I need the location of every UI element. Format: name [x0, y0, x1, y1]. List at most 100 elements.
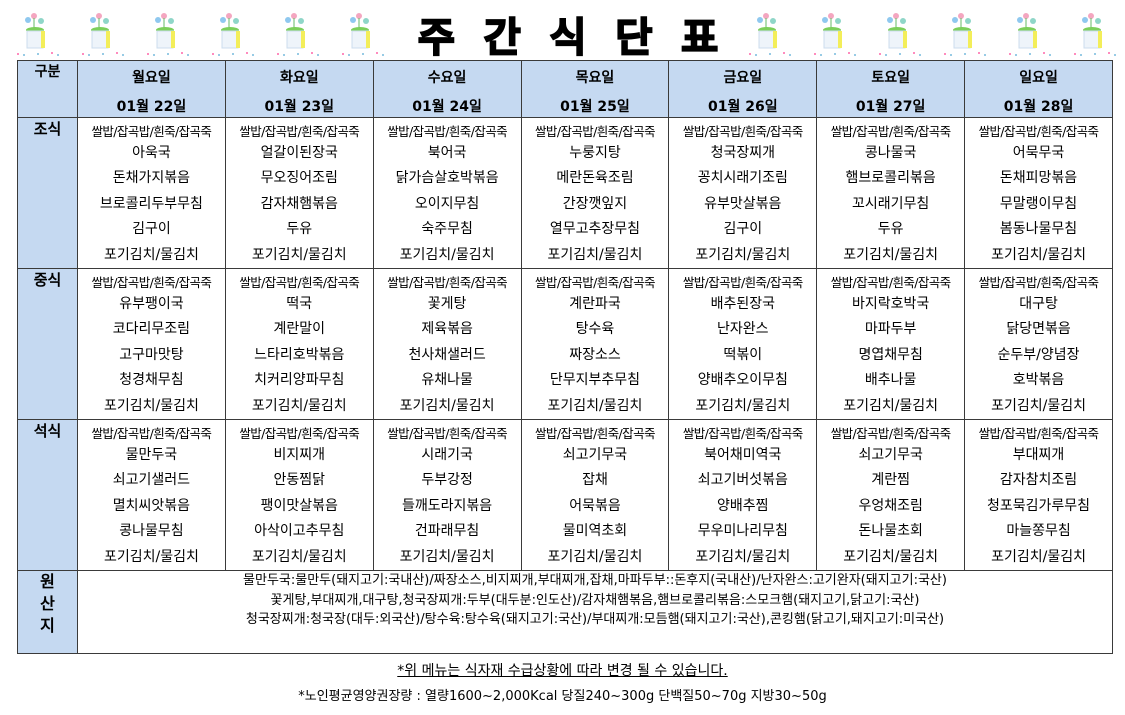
- menu-item: 떡국: [286, 296, 313, 312]
- menu-item: 돈채가지볶음: [112, 170, 191, 187]
- day-name: 월요일: [132, 70, 171, 86]
- menu-item: 고구마맛탕: [119, 346, 184, 363]
- menu-item: 포기김치/물김치: [251, 246, 347, 263]
- menu-item: 포기김치/물김치: [991, 548, 1086, 565]
- day-header: 토요일 01월 27일: [816, 60, 966, 118]
- day-date: 01월 22일: [116, 99, 187, 115]
- menu-item: 누룽지탕: [569, 145, 621, 161]
- menu-item: 들깨도라지볶음: [402, 497, 493, 514]
- menu-item: 포기김치/물김치: [103, 548, 199, 565]
- menu-item: 청국장찌개: [710, 145, 775, 161]
- origin-line: 물만두국:물만두(돼지고기:국내산)/짜장소스,비지찌개,부대찌개,잡채,마파두…: [243, 573, 947, 588]
- menu-item: 김구이: [132, 221, 171, 238]
- day-header: 목요일 01월 25일: [520, 60, 670, 118]
- meal-row-dinner: 석식 쌀밥/잡곡밥/흰죽/잡곡죽 물만두국 쇠고기샐러드 멸치씨앗볶음 콩나물무침 포기김치…: [17, 419, 1113, 571]
- menu-item: 무오징어조림: [260, 170, 338, 187]
- menu-item: 햄브로콜리볶음: [845, 170, 936, 187]
- menu-cell: 쌀밥/잡곡밥/흰죽/잡곡죽 배추된장국 난자완스 떡볶이 양배추오이무침 포기김치/물김치: [668, 268, 818, 420]
- menu-item: 포기김치/물김치: [695, 397, 791, 414]
- flower-pot-icon: [73, 8, 135, 60]
- menu-item: 잡채: [582, 472, 608, 489]
- menu-item: 건파래무침: [414, 523, 480, 540]
- menu-item: 시래기국: [421, 447, 473, 463]
- staple-options: 쌀밥/잡곡밥/흰죽/잡곡죽: [239, 275, 360, 290]
- day-name: 화요일: [279, 70, 319, 86]
- menu-item: 바지락호박국: [852, 296, 930, 312]
- staple-options: 쌀밥/잡곡밥/흰죽/잡곡죽: [682, 275, 803, 290]
- staple-options: 쌀밥/잡곡밥/흰죽/잡곡죽: [830, 275, 951, 290]
- menu-item: 아삭이고추무침: [254, 523, 345, 540]
- menu-item: 포기김치/물김치: [843, 246, 939, 263]
- header-row: 구분 월요일 01월 22일 화요일 01월 23일 수요일 01월 24일 목요일 01월 …: [17, 60, 1113, 118]
- origin-line: 꽃게탕,부대찌개,대구탕,청국장찌개:두부(대두분:인도산)/감자채햄볶음,햄브…: [270, 592, 920, 608]
- day-header: 일요일 01월 28일: [964, 60, 1113, 118]
- menu-item: 꼬시래기무침: [852, 195, 930, 212]
- day-header: 월요일 01월 22일: [77, 60, 226, 118]
- menu-item: 오이지무침: [414, 195, 480, 212]
- menu-change-notice: *위 메뉴는 식자재 수급상황에 따라 변경 될 수 있습니다.: [397, 663, 728, 679]
- staple-options: 쌀밥/잡곡밥/흰죽/잡곡죽: [387, 426, 508, 441]
- menu-item: 두유: [286, 221, 313, 238]
- menu-item: 닭가슴살호박볶음: [395, 170, 499, 187]
- menu-cell: 쌀밥/잡곡밥/흰죽/잡곡죽 어묵무국 돈채피망볶음 무말랭이무침 봄동나물무침 포기김치/…: [964, 117, 1113, 269]
- menu-cell: 쌀밥/잡곡밥/흰죽/잡곡죽 누룽지탕 메란돈육조림 간장깻잎지 열무고추장무침 포기김치/…: [520, 117, 670, 269]
- menu-item: 어묵볶음: [569, 497, 621, 514]
- day-date: 01월 26일: [707, 99, 778, 115]
- menu-item: 배추된장국: [710, 296, 775, 312]
- day-name: 금요일: [723, 70, 763, 86]
- menu-item: 돈나물초회: [858, 523, 923, 540]
- menu-item: 두부강정: [421, 472, 473, 489]
- menu-cell: 쌀밥/잡곡밥/흰죽/잡곡죽 콩나물국 햄브로콜리볶음 꼬시래기무침 두유 포기김치/물김치: [816, 117, 966, 269]
- origin-label-char: 원: [40, 572, 55, 591]
- menu-item: 브로콜리두부무침: [99, 195, 203, 212]
- menu-item: 콩나물국: [864, 145, 917, 161]
- menu-item: 순두부/양념장: [997, 346, 1080, 363]
- menu-item: 포기김치/물김치: [399, 548, 495, 565]
- menu-item: 호박볶음: [1012, 372, 1065, 389]
- flower-pot-icon: [333, 8, 395, 60]
- day-name: 토요일: [871, 70, 910, 86]
- menu-item: 난자완스: [717, 321, 769, 338]
- menu-cell: 쌀밥/잡곡밥/흰죽/잡곡죽 북어국 닭가슴살호박볶음 오이지무침 숙주무침 포기김치/물김…: [372, 117, 522, 269]
- staple-options: 쌀밥/잡곡밥/흰죽/잡곡죽: [830, 124, 951, 139]
- menu-item: 감자참치조림: [999, 472, 1078, 489]
- staple-options: 쌀밥/잡곡밥/흰죽/잡곡죽: [387, 275, 508, 290]
- menu-item: 북어채미역국: [704, 447, 782, 463]
- staple-options: 쌀밥/잡곡밥/흰죽/잡곡죽: [535, 426, 655, 441]
- menu-item: 우엉채조림: [858, 497, 923, 514]
- title-char: 단: [614, 14, 653, 62]
- nutrition-guideline: *노인평균영양권장량 : 열량1600~2,000Kcal 당질240~300g…: [298, 689, 827, 704]
- menu-item: 계란찜: [871, 472, 910, 489]
- menu-item: 청경채무침: [119, 372, 184, 389]
- menu-item: 포기김치/물김치: [547, 246, 643, 263]
- menu-item: 포기김치/물김치: [251, 548, 347, 565]
- menu-cell: 쌀밥/잡곡밥/흰죽/잡곡죽 쇠고기무국 계란찜 우엉채조림 돈나물초회 포기김치/물김치: [816, 419, 966, 571]
- staple-options: 쌀밥/잡곡밥/흰죽/잡곡죽: [535, 275, 655, 290]
- flower-pot-icon: [805, 8, 867, 60]
- menu-cell: 쌀밥/잡곡밥/흰죽/잡곡죽 청국장찌개 꽁치시래기조림 유부맛살볶음 김구이 포기김치/물…: [668, 117, 818, 269]
- menu-item: 유부팽이국: [119, 296, 184, 312]
- staple-options: 쌀밥/잡곡밥/흰죽/잡곡죽: [978, 426, 1099, 441]
- menu-cell: 쌀밥/잡곡밥/흰죽/잡곡죽 꽃게탕 제육볶음 천사채샐러드 유채나물 포기김치/물김치: [372, 268, 522, 420]
- title-char: 간: [483, 14, 522, 62]
- menu-item: 열무고추장무침: [549, 221, 641, 238]
- staple-options: 쌀밥/잡곡밥/흰죽/잡곡죽: [239, 124, 360, 139]
- menu-cell: 쌀밥/잡곡밥/흰죽/잡곡죽 얼갈이된장국 무오징어조림 감자채햄볶음 두유 포기김치/물김…: [224, 117, 374, 269]
- origin-label-char: 지: [40, 616, 55, 635]
- menu-cell: 쌀밥/잡곡밥/흰죽/잡곡죽 떡국 계란말이 느타리호박볶음 치커리양파무침 포기김치/물김…: [224, 268, 374, 420]
- menu-item: 제육볶음: [421, 321, 473, 338]
- menu-item: 멸치씨앗볶음: [112, 497, 191, 514]
- menu-item: 김구이: [723, 221, 763, 238]
- menu-item: 양배추오이무침: [697, 372, 788, 389]
- menu-item: 포기김치/물김치: [695, 246, 791, 263]
- menu-item: 청포묵김가루무침: [987, 497, 1091, 514]
- day-header: 수요일 01월 24일: [372, 60, 522, 118]
- menu-item: 꽃게탕: [427, 296, 467, 312]
- flower-decoration-row: [0, 8, 1125, 60]
- menu-item: 포기김치/물김치: [547, 397, 643, 414]
- day-name: 수요일: [427, 70, 467, 86]
- menu-item: 양배추찜: [717, 497, 769, 514]
- staple-options: 쌀밥/잡곡밥/흰죽/잡곡죽: [535, 124, 655, 139]
- staple-options: 쌀밥/잡곡밥/흰죽/잡곡죽: [682, 426, 803, 441]
- menu-item: 포기김치/물김치: [843, 548, 939, 565]
